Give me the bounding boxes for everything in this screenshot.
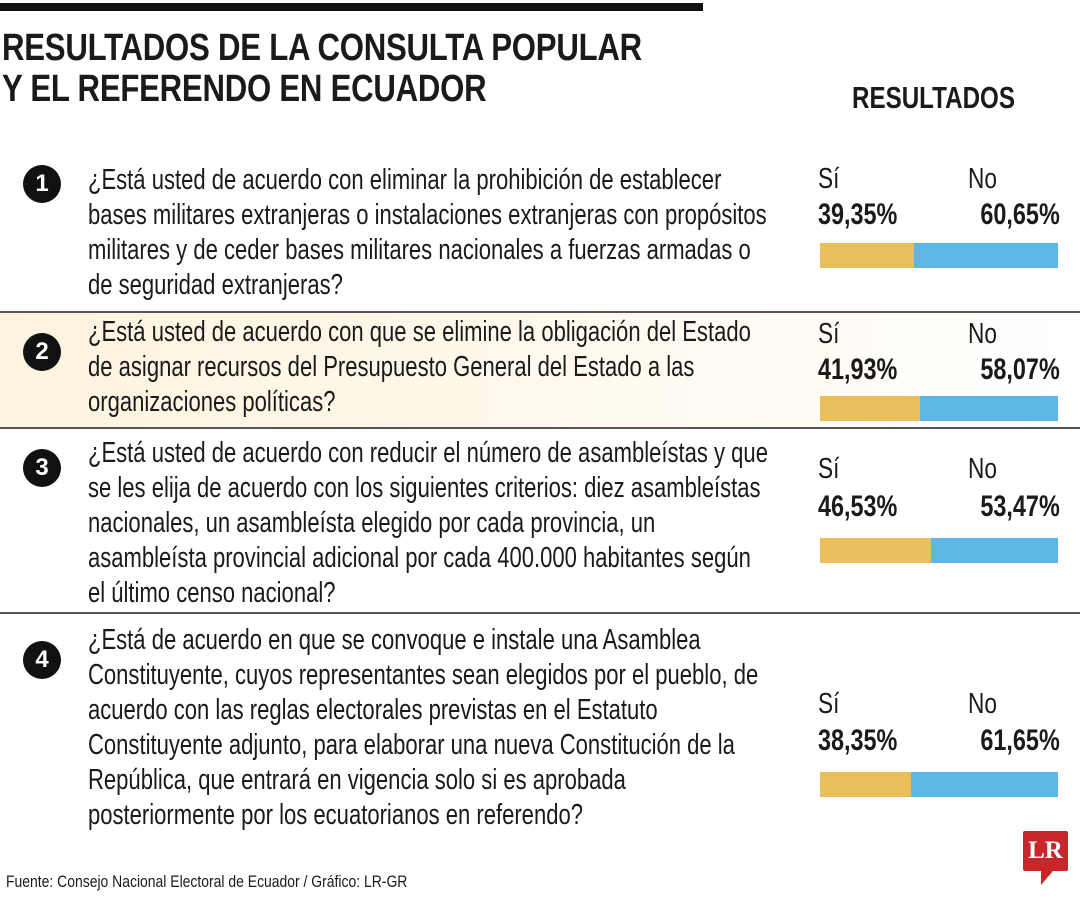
source-note: Fuente: Consejo Nacional Electoral de Ec… bbox=[6, 872, 408, 891]
question-line: militares y de ceder bases militares nac… bbox=[88, 234, 751, 266]
no-bar-segment bbox=[911, 772, 1058, 797]
no-label: No bbox=[968, 318, 997, 350]
no-label: No bbox=[968, 688, 997, 720]
question-line: asambleísta provincial adicional por cad… bbox=[88, 542, 751, 574]
lr-logo: LR bbox=[1023, 831, 1068, 885]
question-line: Constituyente adjunto, para elaborar una… bbox=[88, 729, 735, 761]
question-line: nacionales, un asambleísta elegido por c… bbox=[88, 507, 656, 539]
result-bar bbox=[820, 772, 1058, 797]
divider bbox=[0, 427, 1080, 429]
page-title: RESULTADOS DE LA CONSULTA POPULAR Y EL R… bbox=[2, 28, 642, 110]
question-number-badge: 1 bbox=[23, 165, 61, 203]
question-line: de seguridad extranjeras? bbox=[88, 269, 343, 301]
yes-bar-segment bbox=[820, 243, 914, 268]
yes-percent: 39,35% bbox=[818, 198, 898, 231]
question-line: ¿Está usted de acuerdo con reducir el nú… bbox=[88, 437, 768, 469]
no-percent: 61,65% bbox=[980, 724, 1060, 757]
question-line: ¿Está de acuerdo en que se convoque e in… bbox=[88, 624, 701, 656]
question-number-badge: 3 bbox=[23, 449, 61, 487]
yes-label: Sí bbox=[818, 688, 840, 720]
yes-bar-segment bbox=[820, 396, 920, 421]
top-rule bbox=[0, 3, 703, 11]
yes-label: Sí bbox=[818, 453, 840, 485]
yes-label: Sí bbox=[818, 318, 840, 350]
question-text: ¿Está usted de acuerdo con eliminar la p… bbox=[88, 163, 981, 303]
yes-percent: 41,93% bbox=[818, 353, 898, 386]
no-bar-segment bbox=[930, 538, 1058, 563]
question-line: se les elija de acuerdo con los siguient… bbox=[88, 472, 761, 504]
question-text: ¿Está usted de acuerdo con que se elimin… bbox=[88, 315, 960, 420]
result-bar bbox=[820, 243, 1058, 268]
divider bbox=[0, 311, 1080, 313]
question-text: ¿Está usted de acuerdo con reducir el nú… bbox=[88, 436, 983, 611]
results-header: RESULTADOS bbox=[852, 80, 1015, 115]
no-percent: 53,47% bbox=[980, 490, 1060, 523]
no-label: No bbox=[968, 453, 997, 485]
question-line: el último censo nacional? bbox=[88, 577, 336, 609]
no-label: No bbox=[968, 163, 997, 195]
question-line: ¿Está usted de acuerdo con eliminar la p… bbox=[88, 164, 722, 196]
yes-bar-segment bbox=[820, 772, 912, 797]
question-text: ¿Está de acuerdo en que se convoque e in… bbox=[88, 623, 970, 833]
yes-percent: 38,35% bbox=[818, 724, 898, 757]
result-bar bbox=[820, 396, 1058, 421]
no-bar-segment bbox=[919, 396, 1058, 421]
no-bar-segment bbox=[913, 243, 1058, 268]
no-percent: 58,07% bbox=[980, 353, 1060, 386]
divider bbox=[0, 612, 1080, 614]
question-line: ¿Está usted de acuerdo con que se elimin… bbox=[88, 316, 751, 348]
question-line: organizaciones políticas? bbox=[88, 386, 336, 418]
question-number-badge: 2 bbox=[23, 333, 61, 371]
result-bar bbox=[820, 538, 1058, 563]
yes-percent: 46,53% bbox=[818, 490, 898, 523]
question-line: bases militares extranjeras o instalacio… bbox=[88, 199, 767, 231]
question-line: República, que entrará en vigencia solo … bbox=[88, 764, 626, 796]
question-line: posteriormente por los ecuatorianos en r… bbox=[88, 799, 583, 831]
question-line: acuerdo con las reglas electorales previ… bbox=[88, 694, 658, 726]
yes-label: Sí bbox=[818, 163, 840, 195]
question-line: Constituyente, cuyos representantes sean… bbox=[88, 659, 759, 691]
title-line: Y EL REFERENDO EN ECUADOR bbox=[2, 68, 487, 110]
title-line: RESULTADOS DE LA CONSULTA POPULAR bbox=[2, 27, 642, 69]
no-percent: 60,65% bbox=[980, 198, 1060, 231]
yes-bar-segment bbox=[820, 538, 931, 563]
question-number-badge: 4 bbox=[23, 641, 61, 679]
question-line: de asignar recursos del Presupuesto Gene… bbox=[88, 351, 695, 383]
